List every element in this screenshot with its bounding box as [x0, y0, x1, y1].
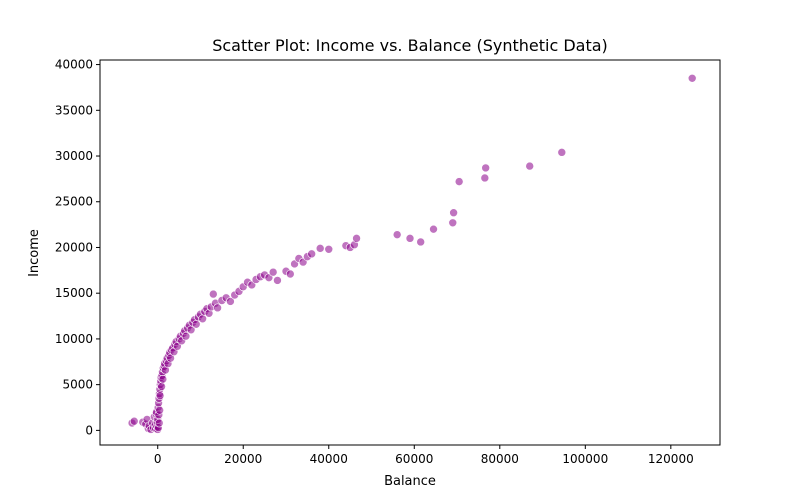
y-tick-label: 15000	[55, 286, 93, 300]
x-tick-label: 120000	[648, 452, 694, 466]
data-point	[129, 416, 139, 426]
data-point	[449, 208, 458, 218]
data-point	[324, 245, 334, 254]
data-point	[191, 319, 201, 329]
x-tick-label: 80000	[481, 452, 519, 466]
data-point	[315, 244, 325, 253]
data-point	[155, 391, 165, 400]
data-point	[480, 173, 490, 183]
data-point	[157, 382, 166, 391]
data-point	[687, 73, 697, 83]
data-point	[209, 289, 218, 299]
y-tick-label: 10000	[55, 332, 93, 346]
chart-title: Scatter Plot: Income vs. Balance (Synthe…	[212, 36, 608, 55]
data-point	[416, 237, 425, 247]
data-point	[525, 161, 535, 171]
x-axis: 0 20000 40000 60000 80000 100000 120000	[154, 445, 694, 466]
plot-points	[127, 73, 697, 434]
plot-frame	[99, 59, 721, 446]
data-point	[454, 177, 464, 186]
data-point	[181, 331, 191, 341]
data-point	[481, 163, 490, 173]
x-tick-label: 40000	[310, 452, 348, 466]
data-point	[158, 374, 168, 384]
x-tick-label: 0	[154, 452, 162, 466]
data-point	[405, 234, 415, 243]
data-point	[285, 269, 295, 279]
data-point	[352, 234, 361, 243]
x-tick-label: 60000	[395, 452, 433, 466]
y-tick-label: 0	[85, 423, 93, 437]
data-point	[448, 218, 458, 228]
y-tick-label: 40000	[55, 58, 93, 72]
data-point	[273, 276, 282, 285]
x-tick-label: 100000	[562, 452, 608, 466]
data-point	[213, 303, 222, 313]
data-point	[307, 249, 316, 259]
y-axis: 0 5000 10000 15000 20000 25000 30000 35000 40000	[55, 58, 100, 437]
y-tick-label: 25000	[55, 195, 93, 209]
data-point	[557, 148, 567, 157]
data-point	[392, 230, 402, 239]
data-point	[154, 418, 164, 428]
x-axis-label: Balance	[384, 474, 436, 489]
data-point	[429, 224, 438, 234]
y-tick-label: 30000	[55, 149, 93, 163]
y-tick-label: 5000	[62, 378, 93, 392]
y-tick-label: 20000	[55, 240, 93, 254]
data-point	[155, 405, 164, 415]
data-point	[226, 297, 235, 306]
data-point	[198, 314, 207, 324]
y-tick-label: 35000	[55, 103, 93, 117]
x-tick-label: 20000	[224, 452, 262, 466]
y-axis-label: Income	[27, 229, 42, 277]
data-point	[268, 267, 278, 277]
